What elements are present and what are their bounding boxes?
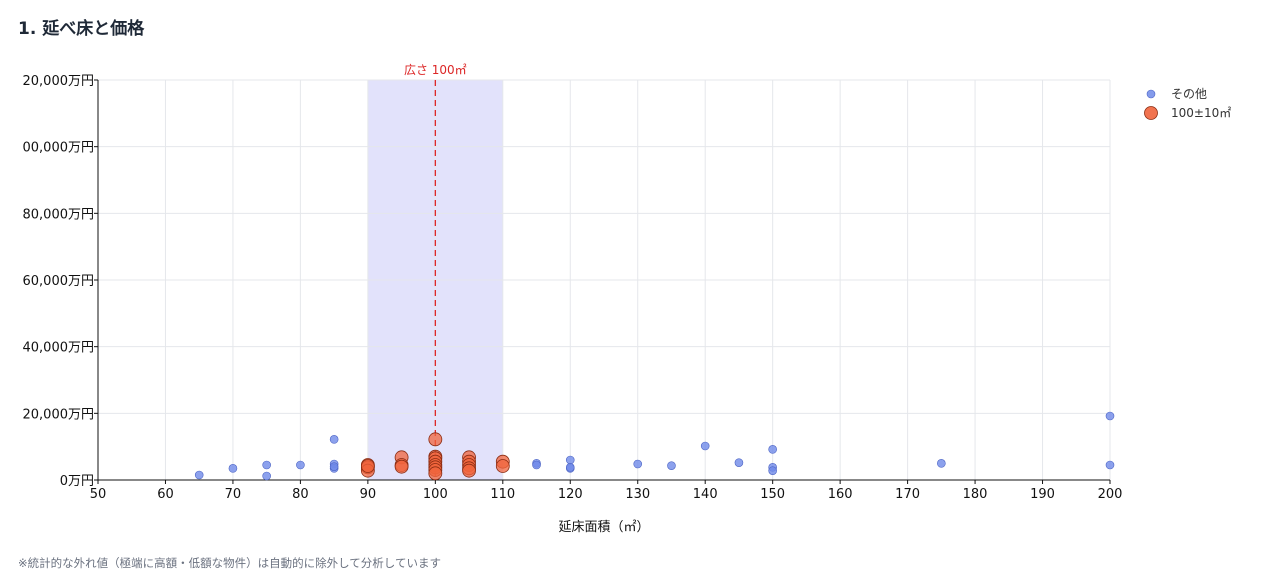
data-point-other <box>262 460 271 470</box>
data-point-other <box>667 461 676 470</box>
axes-layer: 50 60 70 80 90 100 110 120 130 140 150 160 170 180 190… <box>23 74 1123 535</box>
data-point-other <box>1105 460 1115 470</box>
y-tick-label: 80,000万円 <box>23 207 95 222</box>
legend-marker-highlight <box>1144 106 1158 120</box>
x-tick-label: 200 <box>1098 487 1123 502</box>
x-tick-label: 50 <box>90 487 107 502</box>
x-tick-label: 170 <box>895 487 920 502</box>
x-tick-label: 140 <box>693 487 718 502</box>
y-tick-label: 40,000万円 <box>23 341 95 356</box>
y-tick-label: 00,000万円 <box>23 141 95 156</box>
x-tick-label: 180 <box>963 487 988 502</box>
data-point-other <box>768 466 777 475</box>
x-tick-label: 60 <box>157 487 174 502</box>
x-tick-label: 150 <box>760 487 785 502</box>
grid-layer <box>98 79 1111 480</box>
data-point-other <box>937 459 946 468</box>
y-tick-label: 20,000万円 <box>23 407 95 422</box>
x-tick-label: 70 <box>225 487 242 502</box>
data-point-other <box>194 470 204 480</box>
reference-line-label: 広さ 100㎡ <box>404 63 467 77</box>
data-point-other <box>633 459 643 469</box>
x-tick-label: 190 <box>1030 487 1055 502</box>
data-point-highlight <box>428 466 443 481</box>
footnote: ※統計的な外れ値（極端に高額・低額な物件）は自動的に除外して分析しています <box>18 556 441 570</box>
data-point-highlight <box>462 463 476 478</box>
legend-marker-other <box>1146 89 1156 99</box>
data-point-other <box>228 464 238 473</box>
data-point-highlight <box>495 459 510 473</box>
data-point-other <box>262 471 271 481</box>
data-point-other <box>700 441 710 451</box>
x-tick-label: 100 <box>423 487 448 502</box>
data-point-other <box>329 435 339 444</box>
legend-label-highlight: 100±10㎡ <box>1171 106 1231 120</box>
data-point-other <box>296 460 305 470</box>
data-point-other <box>768 445 777 454</box>
data-point-other <box>565 463 575 472</box>
data-point-highlight <box>360 459 375 473</box>
x-tick-label: 110 <box>490 487 515 502</box>
data-point-other <box>329 462 339 471</box>
y-tick-label: 20,000万円 <box>23 74 95 89</box>
x-tick-label: 130 <box>625 487 650 502</box>
x-tick-label: 160 <box>828 487 853 502</box>
data-point-other <box>565 455 575 465</box>
y-tick-label: 0万円 <box>60 474 94 489</box>
points-layer <box>194 411 1115 481</box>
reference-layer: 広さ 100㎡ <box>404 63 467 480</box>
data-point-other <box>532 460 541 470</box>
y-tick-label: 60,000万円 <box>23 274 95 289</box>
x-tick-label: 90 <box>360 487 377 502</box>
legend: その他 100±10㎡ <box>1144 87 1231 120</box>
data-point-highlight <box>428 432 443 447</box>
data-point-other <box>1105 411 1115 421</box>
legend-label-other: その他 <box>1171 87 1207 101</box>
data-point-other <box>734 458 744 467</box>
x-axis-label: 延床面積（㎡） <box>558 520 649 535</box>
data-point-highlight <box>394 459 409 474</box>
section-title: 1. 延べ床と価格 <box>18 19 145 39</box>
x-tick-label: 120 <box>558 487 583 502</box>
x-tick-label: 80 <box>292 487 309 502</box>
